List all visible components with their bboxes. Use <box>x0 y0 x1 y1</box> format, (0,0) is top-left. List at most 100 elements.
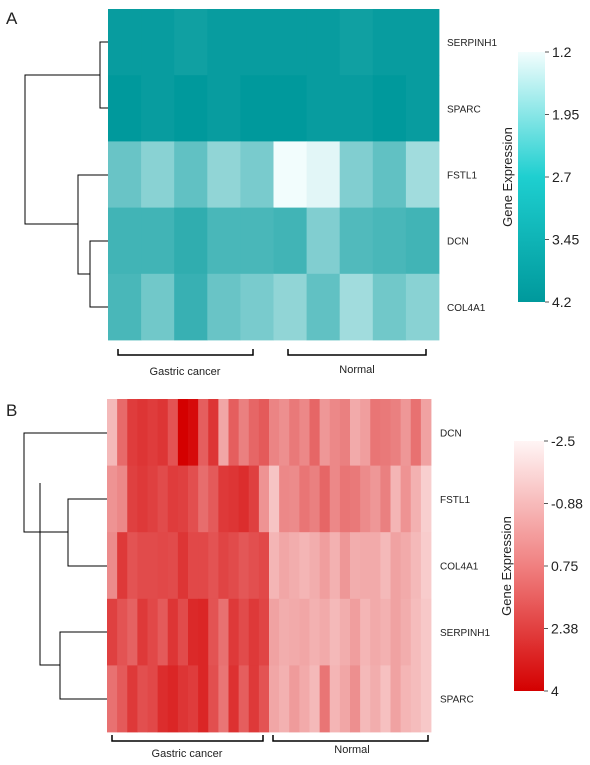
heatmap-cell <box>238 665 250 733</box>
heatmap-cell <box>258 532 270 600</box>
heatmap-cell <box>289 598 300 666</box>
heatmap-cell <box>372 141 407 208</box>
heatmap-cell <box>370 399 381 466</box>
heatmap-cell <box>240 75 274 142</box>
heatmap-cell <box>177 532 189 600</box>
heatmap-cell <box>269 399 280 466</box>
heatmap-cell <box>420 465 432 533</box>
heatmap-a-cells <box>108 9 440 341</box>
group-label-normal-b: Normal <box>334 744 369 756</box>
row-label-serpinh1: SERPINH1 <box>447 38 497 49</box>
heatmap-cell <box>400 665 412 733</box>
heatmap-cell <box>240 9 274 76</box>
heatmap-cell <box>370 465 381 533</box>
heatmap-cell <box>350 665 361 733</box>
heatmap-cell <box>127 665 138 733</box>
heatmap-cell <box>273 9 307 76</box>
heatmap-cell <box>147 465 159 533</box>
panel-a: A SERPINH1 SPARC FSTL1 DCN COL4A1 Gastric ca… <box>6 9 579 378</box>
colorbar-tick-label: -2.5 <box>551 433 575 449</box>
heatmap-cell <box>258 665 270 733</box>
heatmap-cell <box>360 598 371 666</box>
heatmap-cell <box>269 532 280 600</box>
heatmap-cell <box>137 598 148 666</box>
heatmap-cell <box>174 75 208 142</box>
colorbar-b-title: Gene Expression <box>499 516 514 616</box>
heatmap-cell <box>258 399 270 466</box>
heatmap-cell <box>269 598 280 666</box>
heatmap-cell <box>400 532 412 600</box>
heatmap-cell <box>174 9 208 76</box>
heatmap-cell <box>238 532 250 600</box>
heatmap-cell <box>273 141 307 208</box>
heatmap-cell <box>174 141 208 208</box>
heatmap-cell <box>420 532 432 600</box>
heatmap-cell <box>279 598 290 666</box>
heatmap-cell <box>147 532 159 600</box>
heatmap-cell <box>137 665 148 733</box>
heatmap-cell <box>289 532 300 600</box>
heatmap-cell <box>117 399 128 466</box>
heatmap-cell <box>410 465 422 533</box>
heatmap-cell <box>177 465 189 533</box>
group-label-gastric-cancer-a: Gastric cancer <box>150 366 221 378</box>
heatmap-cell <box>167 598 179 666</box>
heatmap-cell <box>299 532 310 600</box>
heatmap-cell <box>218 532 229 600</box>
heatmap-cell <box>188 598 199 666</box>
heatmap-cell <box>420 399 432 466</box>
heatmap-cell <box>273 207 307 275</box>
heatmap-cell <box>240 141 274 208</box>
heatmap-cell <box>174 207 208 275</box>
heatmap-cell <box>309 399 321 466</box>
colorbar-b-ticks: -2.5 -0.88 0.75 2.38 4 <box>544 433 583 699</box>
heatmap-cell <box>117 598 128 666</box>
panel-a-letter: A <box>6 9 18 28</box>
heatmap-cell <box>350 399 361 466</box>
heatmap-cell <box>108 141 142 208</box>
heatmap-cell <box>141 141 175 208</box>
heatmap-cell <box>319 399 331 466</box>
heatmap-cell <box>380 399 391 466</box>
heatmap-cell <box>306 273 341 341</box>
heatmap-cell <box>238 399 250 466</box>
heatmap-a-row-labels: SERPINH1 SPARC FSTL1 DCN COL4A1 <box>447 38 497 314</box>
heatmap-cell <box>147 665 159 733</box>
colorbar-a <box>518 52 545 302</box>
heatmap-cell <box>147 399 159 466</box>
heatmap-cell <box>299 399 310 466</box>
heatmap-cell <box>248 665 260 733</box>
heatmap-cell <box>174 273 208 341</box>
colorbar-tick-label: 3.45 <box>552 232 579 248</box>
heatmap-cell <box>198 598 209 666</box>
heatmap-cell <box>309 598 321 666</box>
heatmap-cell <box>339 399 351 466</box>
heatmap-cell <box>107 665 118 733</box>
heatmap-cell <box>198 399 209 466</box>
heatmap-cell <box>248 465 260 533</box>
group-label-normal-a: Normal <box>339 364 374 376</box>
heatmap-cell <box>319 598 331 666</box>
heatmap-cell <box>207 273 241 341</box>
colorbar-tick-label: 1.95 <box>552 107 579 123</box>
heatmap-cell <box>107 598 118 666</box>
heatmap-cell <box>410 598 422 666</box>
heatmap-cell <box>218 399 229 466</box>
heatmap-cell <box>289 665 300 733</box>
colorbar-tick-label: 0.75 <box>551 558 578 574</box>
row-label-serpinh1: SERPINH1 <box>440 628 490 639</box>
heatmap-cell <box>360 465 371 533</box>
heatmap-cell <box>108 273 142 341</box>
heatmap-cell <box>289 465 300 533</box>
heatmap-cell <box>279 465 290 533</box>
heatmap-cell <box>137 465 148 533</box>
heatmap-cell <box>157 532 169 600</box>
heatmap-cell <box>410 532 422 600</box>
heatmap-cell <box>127 598 138 666</box>
row-label-sparc: SPARC <box>447 104 481 115</box>
heatmap-cell <box>360 399 371 466</box>
heatmap-cell <box>141 273 175 341</box>
heatmap-cell <box>167 465 179 533</box>
heatmap-cell <box>360 532 371 600</box>
heatmap-cell <box>289 399 300 466</box>
